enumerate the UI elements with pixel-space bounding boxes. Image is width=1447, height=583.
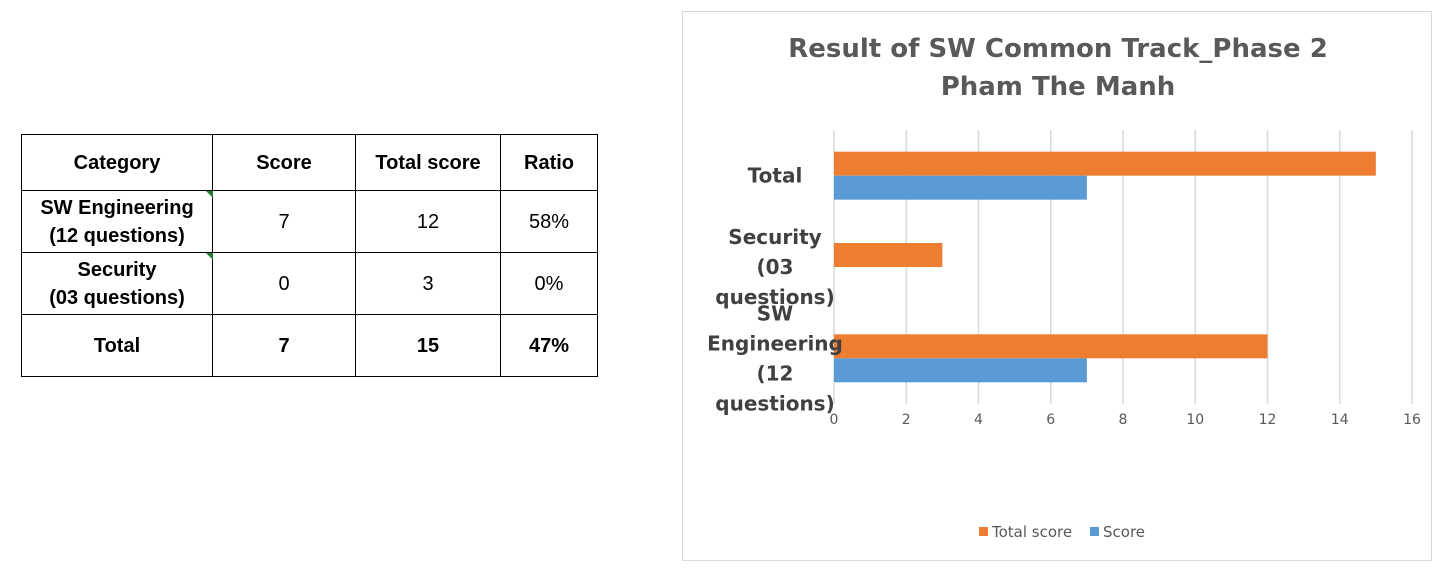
chart-subtitle: Pham The Manh	[941, 72, 1176, 102]
table-row: Total 7 15 47%	[21, 314, 598, 377]
category-label: SW Engineering (12 questions)	[40, 196, 194, 247]
ratio-cell: 0%	[500, 252, 598, 315]
bar-score	[834, 175, 1087, 200]
category-label: Total	[748, 164, 803, 188]
bar-score	[834, 358, 1087, 383]
legend-swatch	[1090, 527, 1099, 536]
cell-marker	[206, 253, 213, 260]
table-header-row: Category Score Total score Ratio	[21, 134, 598, 191]
category-cell: Total	[21, 314, 213, 377]
x-tick-label: 16	[1403, 412, 1421, 428]
legend: Total score Score	[979, 523, 1145, 541]
category-label: Security (03 questions)	[49, 258, 185, 309]
category-labels: SW Engineering (12 questions) Security (03 que…	[707, 164, 843, 416]
header-score: Score	[212, 134, 356, 191]
legend-label: Total score	[991, 523, 1072, 541]
category-label: (03	[757, 255, 794, 279]
header-total-score: Total score	[355, 134, 501, 191]
chart-title: Result of SW Common Track_Phase 2	[788, 34, 1328, 64]
bar-total-score	[834, 334, 1268, 359]
bar-chart: Result of SW Common Track_Phase 2 Pham T…	[707, 34, 1421, 541]
bar-total-score	[834, 151, 1376, 176]
x-tick-label: 2	[902, 412, 911, 428]
x-tick-label: 4	[974, 412, 983, 428]
x-tick-label: 12	[1259, 412, 1277, 428]
total-cell: 3	[355, 252, 501, 315]
category-cell: Security (03 questions)	[21, 252, 213, 315]
header-ratio: Ratio	[500, 134, 598, 191]
x-tick-label: 0	[830, 412, 839, 428]
bars	[834, 151, 1376, 383]
legend-label: Score	[1103, 523, 1145, 541]
x-tick-label: 10	[1186, 412, 1204, 428]
cell-marker	[206, 191, 213, 198]
x-tick-labels: 0 2 4 6 8 10 12 14 16	[830, 412, 1421, 428]
x-tick-label: 14	[1331, 412, 1349, 428]
x-tick-label: 6	[1046, 412, 1055, 428]
category-label: (12	[757, 361, 794, 385]
total-cell: 12	[355, 190, 501, 253]
category-label: Security	[728, 225, 821, 249]
x-tick-label: 8	[1119, 412, 1128, 428]
header-category: Category	[21, 134, 213, 191]
category-label: Engineering	[707, 331, 843, 355]
table-row: Security (03 questions) 0 3 0%	[21, 252, 598, 315]
score-cell: 7	[212, 314, 356, 377]
score-cell: 0	[212, 252, 356, 315]
score-cell: 7	[212, 190, 356, 253]
chart-frame: Result of SW Common Track_Phase 2 Pham T…	[682, 11, 1432, 561]
ratio-cell: 47%	[500, 314, 598, 377]
bar-total-score	[834, 243, 943, 267]
table-row: SW Engineering (12 questions) 7 12 58%	[21, 190, 598, 253]
category-label: questions)	[715, 391, 834, 415]
legend-swatch	[979, 527, 988, 536]
category-cell: SW Engineering (12 questions)	[21, 190, 213, 253]
score-table: Category Score Total score Ratio SW Engi…	[21, 134, 598, 377]
category-label: questions)	[715, 285, 834, 309]
category-label: SW	[757, 301, 793, 325]
total-cell: 15	[355, 314, 501, 377]
ratio-cell: 58%	[500, 190, 598, 253]
